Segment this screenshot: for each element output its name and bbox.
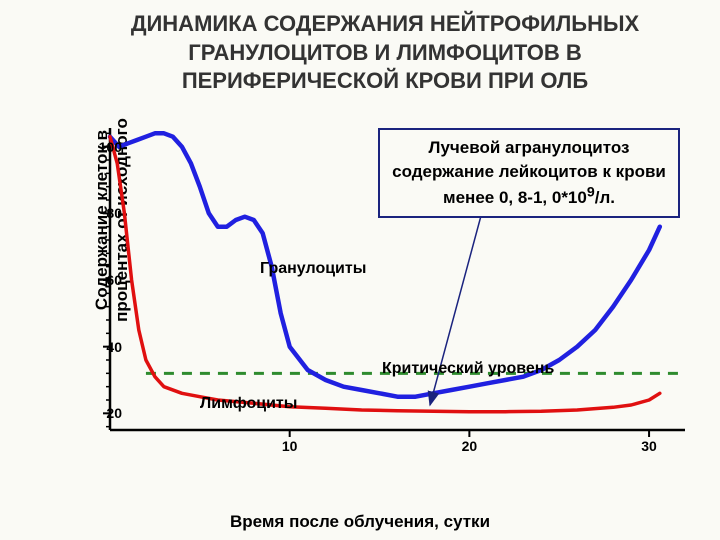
title-line3: ПЕРИФЕРИЧЕСКОЙ КРОВИ ПРИ ОЛБ: [182, 68, 588, 93]
title-line2: ГРАНУЛОЦИТОВ И ЛИМФОЦИТОВ В: [188, 40, 581, 65]
y-tick-label: 20: [106, 405, 122, 421]
y-tick-label: 40: [106, 339, 122, 355]
y-tick-label: 100: [99, 139, 122, 155]
info-line1: Лучевой агранулоцитоз: [429, 138, 630, 157]
granulocytes-label: Гранулоциты: [260, 260, 366, 278]
info-line2: содержание лейкоцитов к крови: [392, 162, 666, 181]
y-tick-label: 60: [106, 272, 122, 288]
x-tick-label: 10: [282, 438, 298, 454]
chart-title: ДИНАМИКА СОДЕРЖАНИЯ НЕЙТРОФИЛЬНЫХ ГРАНУЛ…: [0, 0, 720, 101]
x-tick-label: 30: [641, 438, 657, 454]
x-axis-label: Время после облучения, сутки: [0, 512, 720, 532]
x-tick-label: 20: [462, 438, 478, 454]
y-tick-label: 80: [106, 205, 122, 221]
lymphocytes-label: Лимфоциты: [200, 395, 297, 413]
critical-level-label: Критический уровень: [382, 360, 554, 378]
info-callout-box: Лучевой агранулоцитоз содержание лейкоци…: [378, 128, 680, 218]
info-line3: менее 0, 8-1, 0*109/л.: [443, 188, 615, 207]
title-line1: ДИНАМИКА СОДЕРЖАНИЯ НЕЙТРОФИЛЬНЫХ: [131, 11, 639, 36]
